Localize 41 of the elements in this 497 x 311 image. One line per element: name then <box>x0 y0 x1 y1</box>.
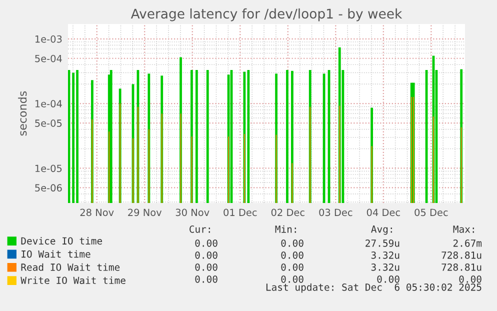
y-tick-label: 5e-05 <box>35 120 62 127</box>
x-tick-label: 28 Nov <box>80 208 114 216</box>
legend-label: Device IO time <box>21 237 102 245</box>
text: Last update: Sat Dec 6 05:30:02 2025 <box>266 283 482 293</box>
y-tick-label: 1e-04 <box>35 100 62 108</box>
text: 3.32u <box>371 251 400 259</box>
text: 3.32u <box>371 263 400 271</box>
text: 0.00 <box>281 275 304 283</box>
text: 0.00 <box>281 251 304 259</box>
text: 2.67m <box>453 239 482 247</box>
text: Min: <box>275 225 296 233</box>
text: 0.00 <box>459 275 482 283</box>
x-tick-label: 02 Dec <box>271 208 304 216</box>
x-tick-label: 04 Dec <box>366 208 400 216</box>
legend-label: IO Wait time <box>22 250 90 258</box>
text: Avg: <box>371 226 392 235</box>
text: 0.00 <box>281 263 304 271</box>
text: Max: <box>453 226 474 233</box>
x-tick-label: 30 Nov <box>176 208 210 216</box>
y-tick-label: 5e-06 <box>35 184 62 192</box>
y-tick-label: 1e-03 <box>35 35 62 43</box>
text: 0.00 <box>195 251 218 259</box>
text: Cur: <box>190 225 210 233</box>
text: 728.81u <box>442 263 482 271</box>
x-tick-label: 01 Dec <box>224 208 257 216</box>
y-tick-label: 5e-04 <box>35 54 62 62</box>
text: 0.00 <box>281 239 304 247</box>
text: 0.00 <box>377 275 400 283</box>
x-tick-label: 29 Nov <box>128 208 162 216</box>
y-axis-title: seconds <box>18 91 27 136</box>
chart-title: Average latency for /dev/loop1 - by week <box>130 8 402 22</box>
x-tick-label: 03 Dec <box>319 208 352 216</box>
x-tick-label: 05 Dec <box>414 208 448 216</box>
text: 27.59u <box>366 239 400 247</box>
text: 0.00 <box>195 263 218 271</box>
legend-label: Read IO Wait time <box>21 263 120 271</box>
text: 0.00 <box>195 239 218 247</box>
y-tick-label: 1e-05 <box>35 164 62 172</box>
text: 0.00 <box>195 275 218 283</box>
text: 728.81u <box>442 251 482 259</box>
legend-label: Write IO Wait time <box>20 276 126 284</box>
